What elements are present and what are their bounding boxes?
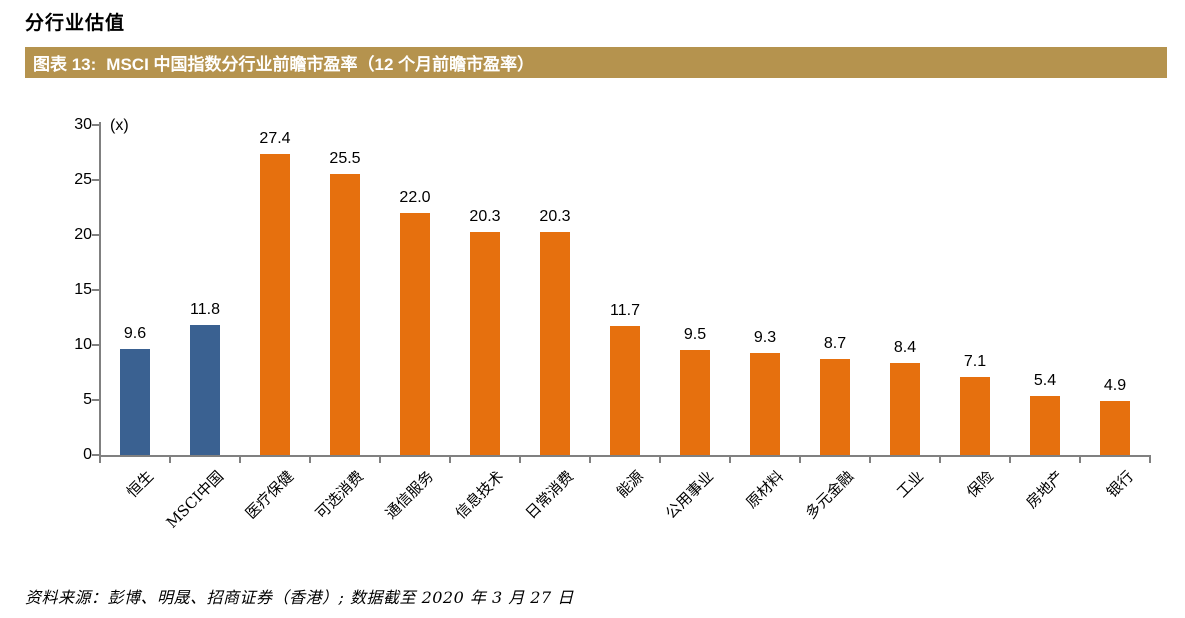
bar-value-label: 25.5 bbox=[329, 150, 361, 167]
bar bbox=[400, 213, 430, 455]
y-tick-label: 25 bbox=[74, 171, 92, 188]
bar-value-label: 20.3 bbox=[539, 208, 571, 225]
x-category-label: 银行 bbox=[1103, 467, 1138, 502]
bar-value-label: 5.4 bbox=[1033, 372, 1057, 389]
x-tick bbox=[449, 455, 451, 463]
y-tick bbox=[92, 179, 100, 181]
x-tick bbox=[869, 455, 871, 463]
bar bbox=[1030, 396, 1060, 455]
bar-value-label: 7.1 bbox=[963, 353, 987, 370]
bar-value-label: 8.4 bbox=[893, 339, 917, 356]
bar bbox=[750, 353, 780, 455]
x-category-label: 恒生 bbox=[123, 467, 158, 502]
y-axis-line bbox=[99, 122, 101, 462]
x-tick bbox=[99, 455, 101, 463]
bar-value-label: 8.7 bbox=[823, 335, 847, 352]
bar bbox=[890, 363, 920, 455]
bar bbox=[260, 154, 290, 455]
x-tick bbox=[379, 455, 381, 463]
x-tick bbox=[1079, 455, 1081, 463]
bar-value-label: 11.7 bbox=[610, 302, 640, 319]
bar bbox=[120, 349, 150, 455]
figure-title: MSCI 中国指数分行业前瞻市盈率（12 个月前瞻市盈率） bbox=[106, 55, 535, 74]
y-tick bbox=[92, 234, 100, 236]
x-category-label: 原材料 bbox=[742, 467, 788, 512]
x-category-label: 日常消费 bbox=[521, 467, 578, 523]
x-category-label: 工业 bbox=[893, 467, 928, 502]
bar bbox=[330, 174, 360, 455]
x-tick bbox=[309, 455, 311, 463]
bar bbox=[680, 350, 710, 455]
x-tick bbox=[659, 455, 661, 463]
x-category-label: 房地产 bbox=[1022, 467, 1068, 512]
y-tick-label: 5 bbox=[83, 391, 92, 408]
x-tick bbox=[589, 455, 591, 463]
figure-number-label: 图表 13: bbox=[33, 55, 97, 74]
x-category-label: 信息技术 bbox=[451, 467, 508, 523]
x-tick bbox=[169, 455, 171, 463]
y-tick bbox=[92, 289, 100, 291]
x-category-label: 通信服务 bbox=[381, 467, 438, 523]
x-category-label: 公用事业 bbox=[661, 467, 718, 523]
y-tick bbox=[92, 124, 100, 126]
x-tick bbox=[1149, 455, 1151, 463]
bar-value-label: 22.0 bbox=[399, 189, 431, 206]
bar bbox=[960, 377, 990, 455]
bar-value-label: 9.3 bbox=[753, 329, 777, 346]
y-tick-label: 20 bbox=[74, 226, 92, 243]
bar-value-label: 4.9 bbox=[1103, 377, 1127, 394]
y-tick bbox=[92, 344, 100, 346]
x-axis-line bbox=[99, 455, 1151, 457]
y-tick bbox=[92, 399, 100, 401]
bar bbox=[820, 359, 850, 455]
figure-header-bar: 图表 13: MSCI 中国指数分行业前瞻市盈率（12 个月前瞻市盈率） bbox=[25, 47, 1167, 78]
bar-value-label: 11.8 bbox=[190, 301, 220, 318]
x-category-label: 可选消费 bbox=[311, 467, 368, 523]
x-category-label: 保险 bbox=[963, 467, 998, 502]
bar bbox=[190, 325, 220, 455]
x-tick bbox=[519, 455, 521, 463]
y-tick bbox=[92, 454, 100, 456]
section-title: 分行业估值 bbox=[25, 12, 126, 34]
bar bbox=[1100, 401, 1130, 455]
x-category-label: 医疗保健 bbox=[241, 467, 298, 523]
bar bbox=[470, 232, 500, 455]
y-tick-label: 15 bbox=[74, 281, 92, 298]
y-tick-label: 0 bbox=[83, 446, 92, 463]
x-tick bbox=[239, 455, 241, 463]
y-tick-label: 10 bbox=[74, 336, 92, 353]
x-tick bbox=[1009, 455, 1011, 463]
bar-value-label: 27.4 bbox=[259, 130, 291, 147]
y-axis-unit-label: (x) bbox=[110, 117, 129, 134]
bar-value-label: 9.5 bbox=[683, 326, 707, 343]
bar bbox=[540, 232, 570, 455]
bar-value-label: 9.6 bbox=[123, 325, 147, 342]
x-category-label: 多元金融 bbox=[801, 467, 858, 523]
y-tick-label: 30 bbox=[74, 116, 92, 133]
bar-value-label: 20.3 bbox=[469, 208, 501, 225]
x-category-label: 能源 bbox=[613, 467, 648, 502]
x-tick bbox=[729, 455, 731, 463]
x-tick bbox=[799, 455, 801, 463]
x-category-label: MSCI中国 bbox=[162, 467, 228, 532]
x-tick bbox=[939, 455, 941, 463]
source-note: 资料来源：彭博、明晟、招商证券（香港）; 数据截至 2020 年 3 月 27 … bbox=[25, 588, 574, 607]
bar bbox=[610, 326, 640, 455]
